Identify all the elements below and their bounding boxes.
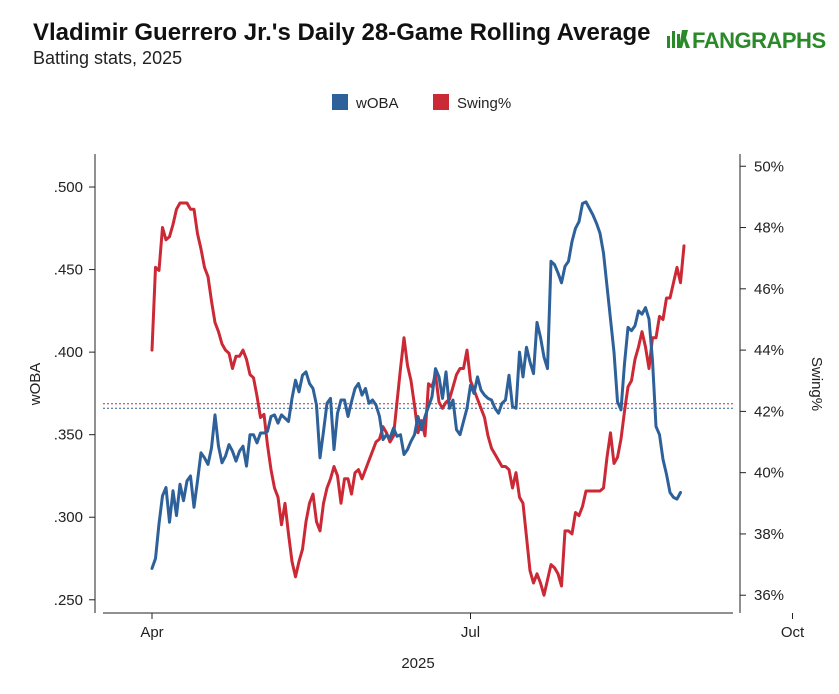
y-left-tick-label: .350 (54, 427, 83, 444)
y-left-tick-label: .500 (54, 179, 83, 196)
y-right-tick-label: 40% (754, 465, 784, 482)
y-ticks-right: 36% 38% 40% 42% 44% 46% 48% 50% (740, 158, 784, 604)
legend-swatch-swing (433, 94, 449, 110)
y-axis-left-title: wOBA (27, 363, 44, 407)
legend-label-woba: wOBA (355, 95, 399, 112)
y-right-tick-label: 44% (754, 342, 784, 359)
series-line-swing (150, 201, 686, 597)
y-right-tick-label: 42% (754, 403, 784, 420)
y-axis-right-title: Swing% (808, 357, 825, 411)
legend-swatch-woba (332, 94, 348, 110)
y-right-tick-label: 48% (754, 220, 784, 237)
y-right-tick-label: 36% (754, 587, 784, 604)
logo-text: FANGRAPHS (692, 28, 826, 53)
chart-subtitle: Batting stats, 2025 (33, 48, 182, 68)
y-left-tick-label: .450 (54, 262, 83, 279)
series-line-woba (150, 200, 682, 570)
x-tick-label: Jul (461, 624, 480, 641)
y-left-tick-label: .300 (54, 509, 83, 526)
logo-bars-icon (667, 30, 690, 48)
x-axis-title: 2025 (401, 655, 434, 672)
y-right-tick-label: 46% (754, 281, 784, 298)
x-ticks: Apr Jul Oct (140, 613, 805, 641)
x-tick-label: Oct (781, 624, 805, 641)
legend: wOBA Swing% (332, 94, 511, 112)
y-right-tick-label: 38% (754, 526, 784, 543)
legend-label-swing: Swing% (457, 95, 511, 112)
y-left-tick-label: .250 (54, 592, 83, 609)
y-ticks-left: .250 .300 .350 .400 .450 .500 (54, 179, 95, 609)
x-tick-label: Apr (140, 624, 163, 641)
fangraphs-logo: FANGRAPHS (667, 28, 826, 53)
chart-title: Vladimir Guerrero Jr.'s Daily 28-Game Ro… (33, 19, 651, 46)
y-left-tick-label: .400 (54, 344, 83, 361)
y-right-tick-label: 50% (754, 158, 784, 175)
